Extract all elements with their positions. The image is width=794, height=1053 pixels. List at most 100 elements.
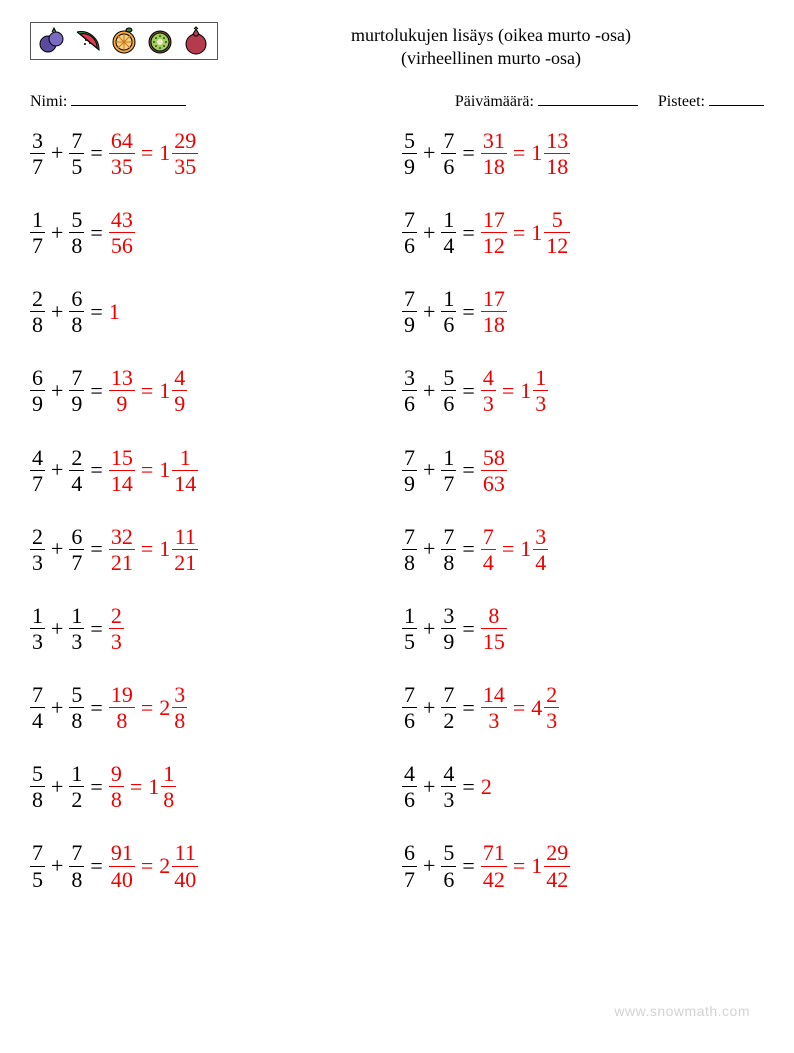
- fraction: 79: [402, 446, 417, 495]
- plus-operator: +: [45, 855, 69, 877]
- problem-row: 17+58=4356: [30, 208, 392, 257]
- fraction: 12: [69, 762, 84, 811]
- problems-grid: 37+75=6435=1293517+58=435628+68=169+79=1…: [30, 129, 764, 921]
- answer-whole: 1: [109, 301, 120, 323]
- answer-whole: 2: [481, 776, 492, 798]
- equals-sign: =: [507, 222, 531, 244]
- fraction: 78: [402, 525, 417, 574]
- date-blank: [538, 89, 638, 106]
- plus-operator: +: [417, 459, 441, 481]
- plus-operator: +: [45, 538, 69, 560]
- name-label: Nimi:: [30, 93, 67, 110]
- problem-row: 79+16=1718: [402, 287, 764, 336]
- equals-sign: =: [456, 142, 480, 164]
- fraction: 72: [441, 683, 456, 732]
- equals-sign: =: [507, 142, 531, 164]
- fraction: 79: [69, 366, 84, 415]
- fraction: 1712: [481, 208, 507, 257]
- mixed-number: 149: [159, 366, 187, 415]
- equals-sign: =: [84, 380, 108, 402]
- fraction: 9140: [109, 841, 135, 890]
- problem-row: 36+56=43=113: [402, 366, 764, 415]
- title-line-2: (virheellinen murto -osa): [218, 47, 764, 70]
- equals-sign: =: [507, 855, 531, 877]
- fraction: 143: [481, 683, 507, 732]
- mixed-number: 11121: [159, 525, 198, 574]
- mixed-number: 1512: [531, 208, 570, 257]
- fraction: 79: [402, 287, 417, 336]
- name-field: Nimi:: [30, 89, 455, 111]
- fraction: 78: [441, 525, 456, 574]
- plus-operator: +: [417, 380, 441, 402]
- fraction: 6435: [109, 129, 135, 178]
- pomegranate-icon: [181, 26, 211, 56]
- fraction: 75: [69, 129, 84, 178]
- date-label: Päivämäärä:: [455, 93, 534, 110]
- fraction: 46: [402, 762, 417, 811]
- mixed-number: 113: [520, 366, 548, 415]
- problem-row: 47+24=1514=1114: [30, 446, 392, 495]
- equals-sign: =: [456, 855, 480, 877]
- blueberry-icon: [37, 26, 67, 56]
- equals-sign: =: [456, 776, 480, 798]
- mixed-number: 118: [148, 762, 176, 811]
- equals-sign: =: [84, 301, 108, 323]
- fraction: 7142: [481, 841, 507, 890]
- equals-sign: =: [135, 142, 159, 164]
- fraction: 5863: [481, 446, 507, 495]
- equals-sign: =: [496, 538, 520, 560]
- fraction: 67: [402, 841, 417, 890]
- fraction: 13: [69, 604, 84, 653]
- problem-column: 59+76=3118=1131876+14=1712=151279+16=171…: [402, 129, 764, 921]
- plus-operator: +: [417, 142, 441, 164]
- fraction: 23: [30, 525, 45, 574]
- fraction: 76: [402, 208, 417, 257]
- fraction: 23: [109, 604, 124, 653]
- fraction: 56: [441, 366, 456, 415]
- mixed-number: 12935: [159, 129, 198, 178]
- mixed-number: 11318: [531, 129, 570, 178]
- watermelon-icon: [73, 26, 103, 56]
- equals-sign: =: [135, 380, 159, 402]
- problem-row: 28+68=1: [30, 287, 392, 336]
- problem-row: 15+39=815: [402, 604, 764, 653]
- problem-row: 23+67=3221=11121: [30, 525, 392, 574]
- plus-operator: +: [45, 222, 69, 244]
- equals-sign: =: [84, 697, 108, 719]
- plus-operator: +: [417, 618, 441, 640]
- equals-sign: =: [84, 222, 108, 244]
- plus-operator: +: [45, 142, 69, 164]
- kiwi-icon: [145, 26, 175, 56]
- fraction: 67: [69, 525, 84, 574]
- mixed-number: 21140: [159, 841, 198, 890]
- fraction: 78: [69, 841, 84, 890]
- problem-row: 74+58=198=238: [30, 683, 392, 732]
- problem-row: 58+12=98=118: [30, 762, 392, 811]
- problem-row: 37+75=6435=12935: [30, 129, 392, 178]
- plus-operator: +: [45, 618, 69, 640]
- fraction: 16: [441, 287, 456, 336]
- footer-watermark: www.snowmath.com: [614, 1003, 750, 1019]
- equals-sign: =: [456, 222, 480, 244]
- fraction: 24: [69, 446, 84, 495]
- fraction: 28: [30, 287, 45, 336]
- fraction: 139: [109, 366, 135, 415]
- mixed-number: 12942: [531, 841, 570, 890]
- equals-sign: =: [135, 459, 159, 481]
- plus-operator: +: [45, 776, 69, 798]
- fraction: 36: [402, 366, 417, 415]
- fraction: 3118: [481, 129, 507, 178]
- mixed-number: 423: [531, 683, 559, 732]
- equals-sign: =: [84, 142, 108, 164]
- equals-sign: =: [507, 697, 531, 719]
- mixed-number: 134: [520, 525, 548, 574]
- date-field: Päivämäärä:: [455, 89, 638, 111]
- equals-sign: =: [124, 776, 148, 798]
- equals-sign: =: [84, 538, 108, 560]
- equals-sign: =: [456, 301, 480, 323]
- plus-operator: +: [45, 301, 69, 323]
- equals-sign: =: [84, 618, 108, 640]
- header: murtolukujen lisäys (oikea murto -osa) (…: [30, 22, 764, 71]
- equals-sign: =: [456, 538, 480, 560]
- plus-operator: +: [417, 538, 441, 560]
